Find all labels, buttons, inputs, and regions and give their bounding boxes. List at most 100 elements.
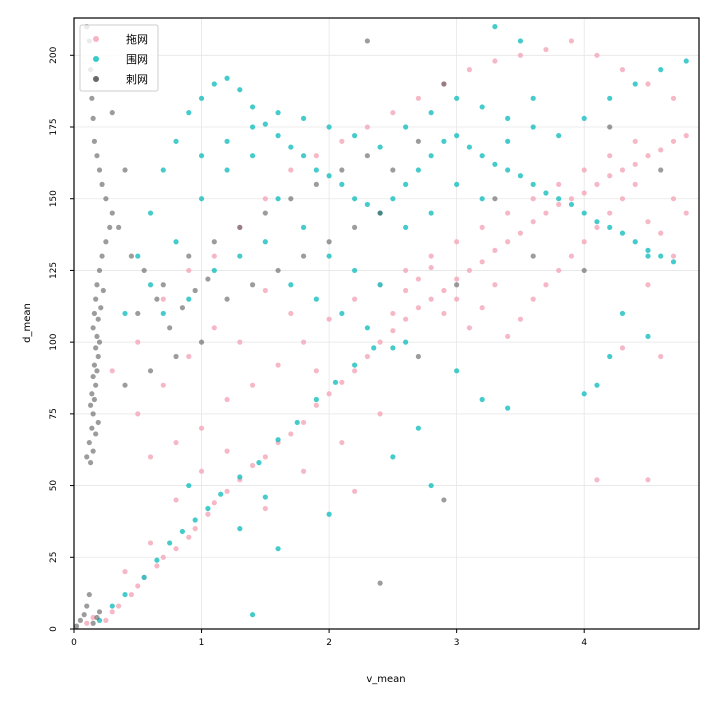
data-point	[670, 259, 677, 265]
data-point	[288, 431, 294, 437]
data-point	[619, 67, 626, 73]
y-tick-label: 0	[49, 626, 59, 632]
data-point	[505, 138, 511, 144]
data-point	[607, 95, 613, 101]
data-point	[658, 67, 664, 73]
data-point	[377, 144, 383, 150]
data-point	[179, 528, 186, 535]
data-point	[645, 219, 651, 225]
data-point	[415, 305, 421, 311]
legend-marker	[93, 56, 99, 62]
data-point	[109, 368, 115, 374]
data-point	[454, 239, 460, 245]
data-point	[556, 196, 562, 202]
data-point	[84, 603, 90, 609]
data-point	[403, 316, 409, 322]
data-point	[160, 167, 166, 173]
data-point	[109, 609, 115, 615]
data-point	[505, 210, 511, 216]
data-point	[415, 95, 421, 101]
data-point	[530, 181, 536, 187]
data-point	[454, 95, 460, 101]
data-point	[530, 296, 536, 302]
data-point	[89, 391, 95, 397]
data-point	[645, 153, 651, 159]
data-point	[594, 219, 600, 225]
data-point	[198, 339, 205, 345]
data-point	[192, 517, 198, 523]
data-point	[326, 124, 332, 130]
data-point	[377, 339, 383, 345]
legend-marker	[93, 76, 99, 82]
data-point	[90, 620, 96, 626]
data-point	[466, 144, 473, 150]
data-point	[237, 339, 243, 345]
data-point	[619, 230, 626, 236]
y-tick-label: 150	[49, 190, 59, 207]
data-point	[237, 526, 243, 532]
data-point	[632, 161, 638, 167]
data-point	[160, 310, 166, 317]
data-point	[128, 253, 134, 259]
data-point	[300, 115, 307, 121]
data-point	[93, 296, 99, 302]
data-point	[658, 253, 664, 259]
data-point	[86, 439, 92, 446]
data-point	[645, 282, 651, 288]
data-point	[530, 253, 536, 259]
y-axis-label: d_mean	[22, 303, 33, 343]
data-point	[607, 124, 613, 130]
data-point	[332, 379, 339, 385]
data-point	[288, 196, 294, 202]
data-point	[91, 396, 98, 403]
data-point	[371, 345, 377, 351]
data-point	[249, 282, 256, 288]
data-point	[658, 147, 664, 153]
data-point	[90, 325, 96, 331]
data-point	[109, 110, 115, 116]
data-point	[658, 353, 664, 360]
data-point	[224, 448, 230, 454]
data-point	[262, 287, 268, 294]
data-point	[211, 267, 217, 274]
data-point	[581, 391, 587, 397]
data-point	[326, 253, 332, 259]
data-point	[403, 181, 409, 187]
data-point	[390, 110, 396, 116]
data-point	[313, 153, 319, 159]
data-point	[147, 282, 154, 288]
data-point	[160, 282, 166, 288]
y-tick-label: 125	[49, 262, 59, 279]
data-point	[147, 454, 154, 460]
data-point	[122, 382, 128, 388]
data-point	[530, 124, 536, 130]
y-tick-label: 50	[49, 480, 59, 492]
data-point	[99, 253, 105, 259]
data-point	[109, 210, 115, 216]
x-tick-label: 3	[454, 638, 460, 648]
data-point	[262, 494, 268, 500]
data-point	[441, 310, 447, 317]
data-point	[211, 239, 217, 245]
data-point	[186, 296, 192, 302]
data-point	[352, 368, 358, 374]
data-point	[300, 153, 307, 159]
data-point	[173, 497, 179, 503]
data-point	[581, 115, 587, 121]
data-point	[288, 282, 294, 288]
data-point	[173, 439, 179, 446]
data-point	[91, 138, 98, 144]
legend-box	[79, 24, 159, 92]
data-point	[454, 282, 460, 288]
data-point	[517, 230, 524, 236]
data-point	[632, 81, 638, 87]
data-point	[300, 253, 307, 259]
data-point	[179, 305, 186, 311]
data-point	[339, 310, 345, 317]
data-point	[581, 239, 587, 245]
data-point	[288, 144, 294, 150]
data-point	[173, 546, 179, 552]
data-point	[167, 325, 173, 331]
data-point	[479, 196, 485, 202]
data-point	[530, 219, 536, 225]
